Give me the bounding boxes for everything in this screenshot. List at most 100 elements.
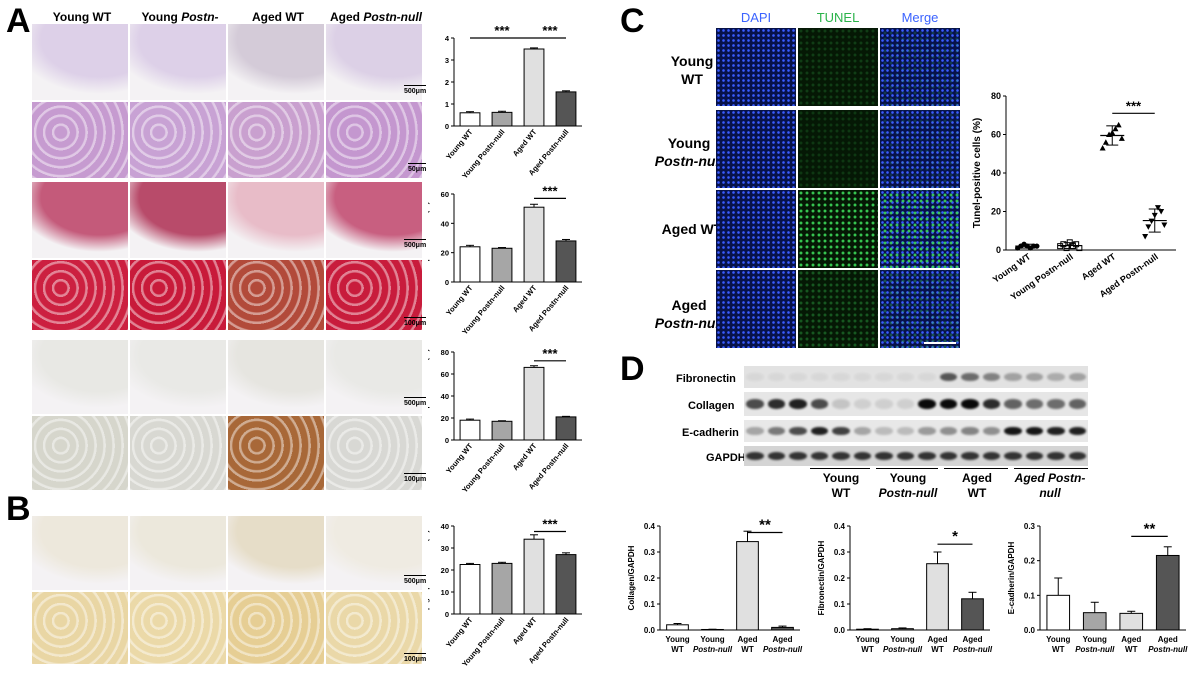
histology-tile xyxy=(32,516,128,590)
x-tick-label: Young xyxy=(855,635,879,644)
bar xyxy=(1119,612,1144,631)
blot-band xyxy=(853,426,871,436)
blot-band xyxy=(746,372,764,382)
y-tick-label: 20 xyxy=(441,249,449,258)
data-point xyxy=(1115,121,1122,128)
panel-label-c: C xyxy=(620,2,645,40)
bar xyxy=(459,112,481,127)
y-tick-label: 2 xyxy=(445,78,449,87)
y-tick-label: 0.4 xyxy=(834,522,846,531)
x-tick-label: WT xyxy=(741,645,754,654)
histology-tile xyxy=(32,260,128,330)
y-tick-label: 0.3 xyxy=(644,548,656,557)
blot-band xyxy=(918,399,936,409)
significance-stars: *** xyxy=(542,346,558,361)
histology-tile xyxy=(32,340,128,414)
bar xyxy=(523,48,545,127)
fluorescence-tile xyxy=(798,190,878,268)
blot-band xyxy=(767,452,785,460)
y-tick-label: 0.0 xyxy=(834,626,846,635)
y-tick-label: 0.1 xyxy=(834,600,846,609)
y-tick-label: 80 xyxy=(441,348,449,357)
blot-band xyxy=(896,399,914,409)
blot-label: E-cadherin xyxy=(682,427,739,439)
y-tick-label: 0.4 xyxy=(644,522,656,531)
histology-tile xyxy=(228,182,324,258)
blot-band xyxy=(875,426,893,436)
x-tick-label: Young WT xyxy=(444,441,475,475)
blot-band xyxy=(982,399,1000,409)
bar xyxy=(459,564,481,615)
y-axis-label: Glomerular sclerosis index xyxy=(428,33,430,130)
x-tick-label: Aged xyxy=(928,635,948,644)
y-tick-label: 40 xyxy=(441,392,449,401)
y-tick-label: 0.3 xyxy=(834,548,846,557)
blot-label: GAPDH xyxy=(706,452,746,464)
histology-tile xyxy=(326,182,422,258)
histology-tile xyxy=(228,102,324,178)
histology-tile xyxy=(228,416,324,490)
blot-band xyxy=(896,372,914,382)
fluorescence-tile xyxy=(716,270,796,348)
x-tick-label: Postn-null xyxy=(693,645,733,654)
y-tick-label: 4 xyxy=(445,34,450,43)
scale-bar: 100μm xyxy=(404,473,427,483)
y-tick-label: 80 xyxy=(991,91,1001,101)
x-tick-label: Aged WT xyxy=(511,615,539,646)
panel-label-d: D xyxy=(620,350,645,388)
chart-bgal-positive-area: 0 10 20 30 40 β-gal-positive area (%) Young WT… xyxy=(428,517,582,668)
histology-tile xyxy=(326,592,422,664)
blot-group-bracket xyxy=(810,468,870,469)
x-tick-label: Postn-null xyxy=(883,645,923,654)
y-tick-label: 20 xyxy=(991,207,1001,217)
blot-band xyxy=(1047,372,1065,382)
blot-band xyxy=(853,372,871,382)
y-tick-label: 0.1 xyxy=(1024,591,1036,600)
significance-stars: *** xyxy=(1126,98,1142,113)
bar xyxy=(771,626,794,631)
bar xyxy=(1082,612,1107,631)
chart-fibronectin-gapdh: 0.00.10.20.30.4Fibronectin/GAPDHYoungWTY… xyxy=(817,522,993,654)
bar xyxy=(891,628,914,631)
y-tick-label: 0 xyxy=(445,122,449,131)
y-tick-label: 40 xyxy=(441,219,449,228)
y-tick-label: 40 xyxy=(441,522,449,531)
channel-label-merge: Merge xyxy=(901,10,939,25)
data-point xyxy=(1145,224,1152,230)
blot-band xyxy=(746,426,764,436)
scale-bar: 500μm xyxy=(404,239,427,249)
significance-stars: *** xyxy=(494,23,510,38)
x-tick-label: Aged WT xyxy=(511,127,539,158)
y-tick-label: 20 xyxy=(441,414,449,423)
bar xyxy=(491,562,513,615)
data-point xyxy=(1034,243,1040,249)
x-tick-label: Young xyxy=(1046,635,1070,644)
y-tick-label: 0 xyxy=(445,436,449,445)
blot-band xyxy=(961,426,979,436)
channel-label-tunel: TUNEL xyxy=(816,10,860,25)
blot-band xyxy=(1025,426,1043,436)
blot-label: Fibronectin xyxy=(676,373,736,385)
histology-tile xyxy=(130,592,226,664)
panel-label-b: B xyxy=(6,490,31,528)
significance-stars: *** xyxy=(542,23,558,38)
blot-band xyxy=(939,426,957,436)
blot-band xyxy=(1047,426,1065,436)
histology-tile xyxy=(32,416,128,490)
bar xyxy=(523,366,545,441)
blot-band xyxy=(810,399,828,409)
blot-band xyxy=(939,452,957,460)
significance-stars: *** xyxy=(542,183,558,198)
x-tick-label: WT xyxy=(861,645,874,654)
y-tick-label: 0 xyxy=(445,278,449,287)
y-axis-label: MT-positive area (%) xyxy=(428,201,430,274)
y-tick-label: 0 xyxy=(996,245,1001,255)
y-axis-label: Fibronectin/GAPDH xyxy=(817,540,826,615)
x-tick-label: Aged WT xyxy=(511,441,539,472)
chart-ecadherin-gapdh: 0.00.10.20.3E-cadherin/GAPDHYoungWTYoung… xyxy=(1007,520,1188,654)
bar xyxy=(926,563,949,631)
scale-bar: 100μm xyxy=(404,317,427,327)
blot-band xyxy=(789,372,807,382)
x-tick-label: Postn-null xyxy=(1148,645,1188,654)
